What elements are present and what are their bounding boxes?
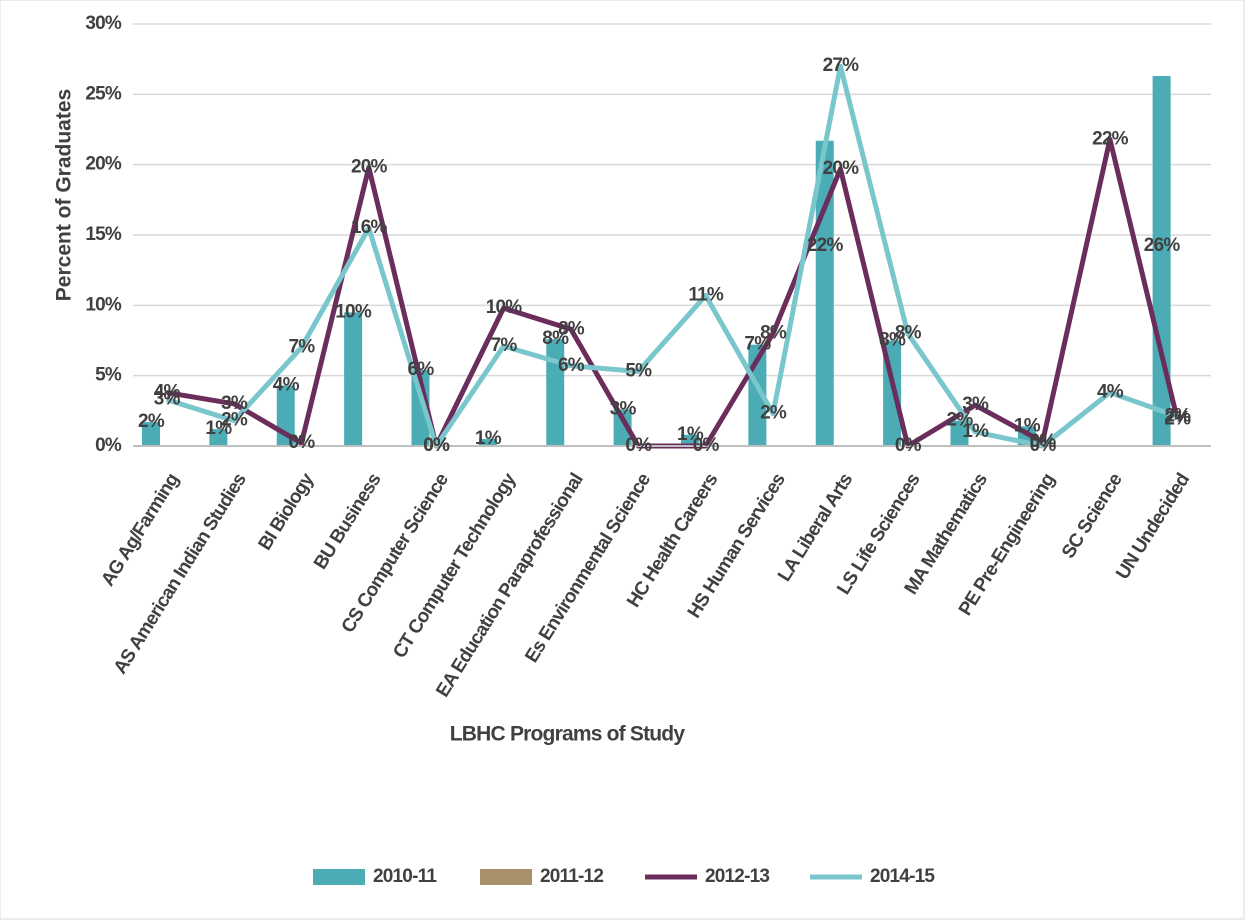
data-label: 22% xyxy=(1092,128,1129,149)
legend-label: 2011-12 xyxy=(540,866,603,887)
data-label: 8% xyxy=(542,328,569,349)
y-tick-label: 15% xyxy=(85,224,122,245)
data-label: 6% xyxy=(558,355,585,376)
data-label: 10% xyxy=(335,301,372,322)
legend-label: 2010-11 xyxy=(373,866,437,887)
data-label: 0% xyxy=(1030,431,1057,452)
y-tick-label: 20% xyxy=(85,154,122,175)
line xyxy=(165,63,1179,449)
data-label: 2% xyxy=(138,411,165,432)
data-label: 3% xyxy=(221,393,248,414)
legend-label: 2014-15 xyxy=(870,866,935,887)
data-label: 4% xyxy=(273,375,300,396)
data-label: 7% xyxy=(491,335,518,356)
data-label: 0% xyxy=(423,435,450,456)
data-label: 2% xyxy=(760,403,787,424)
data-label: 8% xyxy=(895,322,922,343)
data-label: 2% xyxy=(1164,408,1191,429)
y-tick-label: 30% xyxy=(85,13,122,34)
data-label: 27% xyxy=(823,55,860,76)
data-label: 4% xyxy=(154,382,181,403)
x-axis-title: LBHC Programs of Study xyxy=(450,723,686,746)
bar xyxy=(141,422,160,446)
y-tick-label: 25% xyxy=(85,83,122,104)
data-label: 2% xyxy=(1164,405,1191,426)
bar xyxy=(1152,76,1171,447)
data-label: 3% xyxy=(610,398,637,419)
bar xyxy=(613,409,632,446)
y-axis-title: Percent of Graduates xyxy=(53,89,76,301)
data-label: 8% xyxy=(760,322,787,343)
legend-label: 2012-13 xyxy=(705,866,769,887)
bar xyxy=(478,438,497,446)
data-label: 0% xyxy=(289,432,316,453)
bar xyxy=(680,434,699,446)
data-label: 20% xyxy=(351,156,388,177)
legend-swatch xyxy=(480,869,532,885)
data-label: 20% xyxy=(823,158,860,179)
y-tick-label: 5% xyxy=(95,365,122,386)
y-tick-label: 10% xyxy=(85,294,122,315)
data-label: 2% xyxy=(947,410,974,431)
bar xyxy=(546,339,565,446)
data-label: 1% xyxy=(475,428,502,449)
data-label: 16% xyxy=(351,217,388,238)
data-label: 4% xyxy=(1097,382,1124,403)
data-label: 26% xyxy=(1144,235,1181,256)
data-label: 0% xyxy=(1030,435,1057,456)
data-label: 6% xyxy=(408,359,435,380)
bar xyxy=(950,420,969,446)
legend-swatch xyxy=(313,869,365,885)
data-label: 3% xyxy=(962,394,989,415)
data-label: 1% xyxy=(962,421,989,442)
bar xyxy=(344,312,363,446)
y-tick-label: 0% xyxy=(95,435,122,456)
data-label: 2% xyxy=(221,410,248,431)
data-label: 1% xyxy=(677,424,704,445)
data-label: 1% xyxy=(205,418,232,439)
data-label: 8% xyxy=(558,318,585,339)
bar xyxy=(209,429,228,446)
data-label: 0% xyxy=(625,435,652,456)
data-label: 5% xyxy=(625,360,652,381)
data-label: 8% xyxy=(879,330,906,351)
data-label: 7% xyxy=(744,334,771,355)
data-label: 22% xyxy=(807,235,844,256)
data-label: 7% xyxy=(289,337,316,358)
data-label: 0% xyxy=(895,435,922,456)
data-label: 1% xyxy=(1014,415,1041,436)
data-label: 11% xyxy=(688,285,723,306)
data-label: 0% xyxy=(693,435,720,456)
data-label: 3% xyxy=(154,389,181,410)
data-label: 10% xyxy=(486,297,523,318)
data-label: 0% xyxy=(423,435,450,456)
